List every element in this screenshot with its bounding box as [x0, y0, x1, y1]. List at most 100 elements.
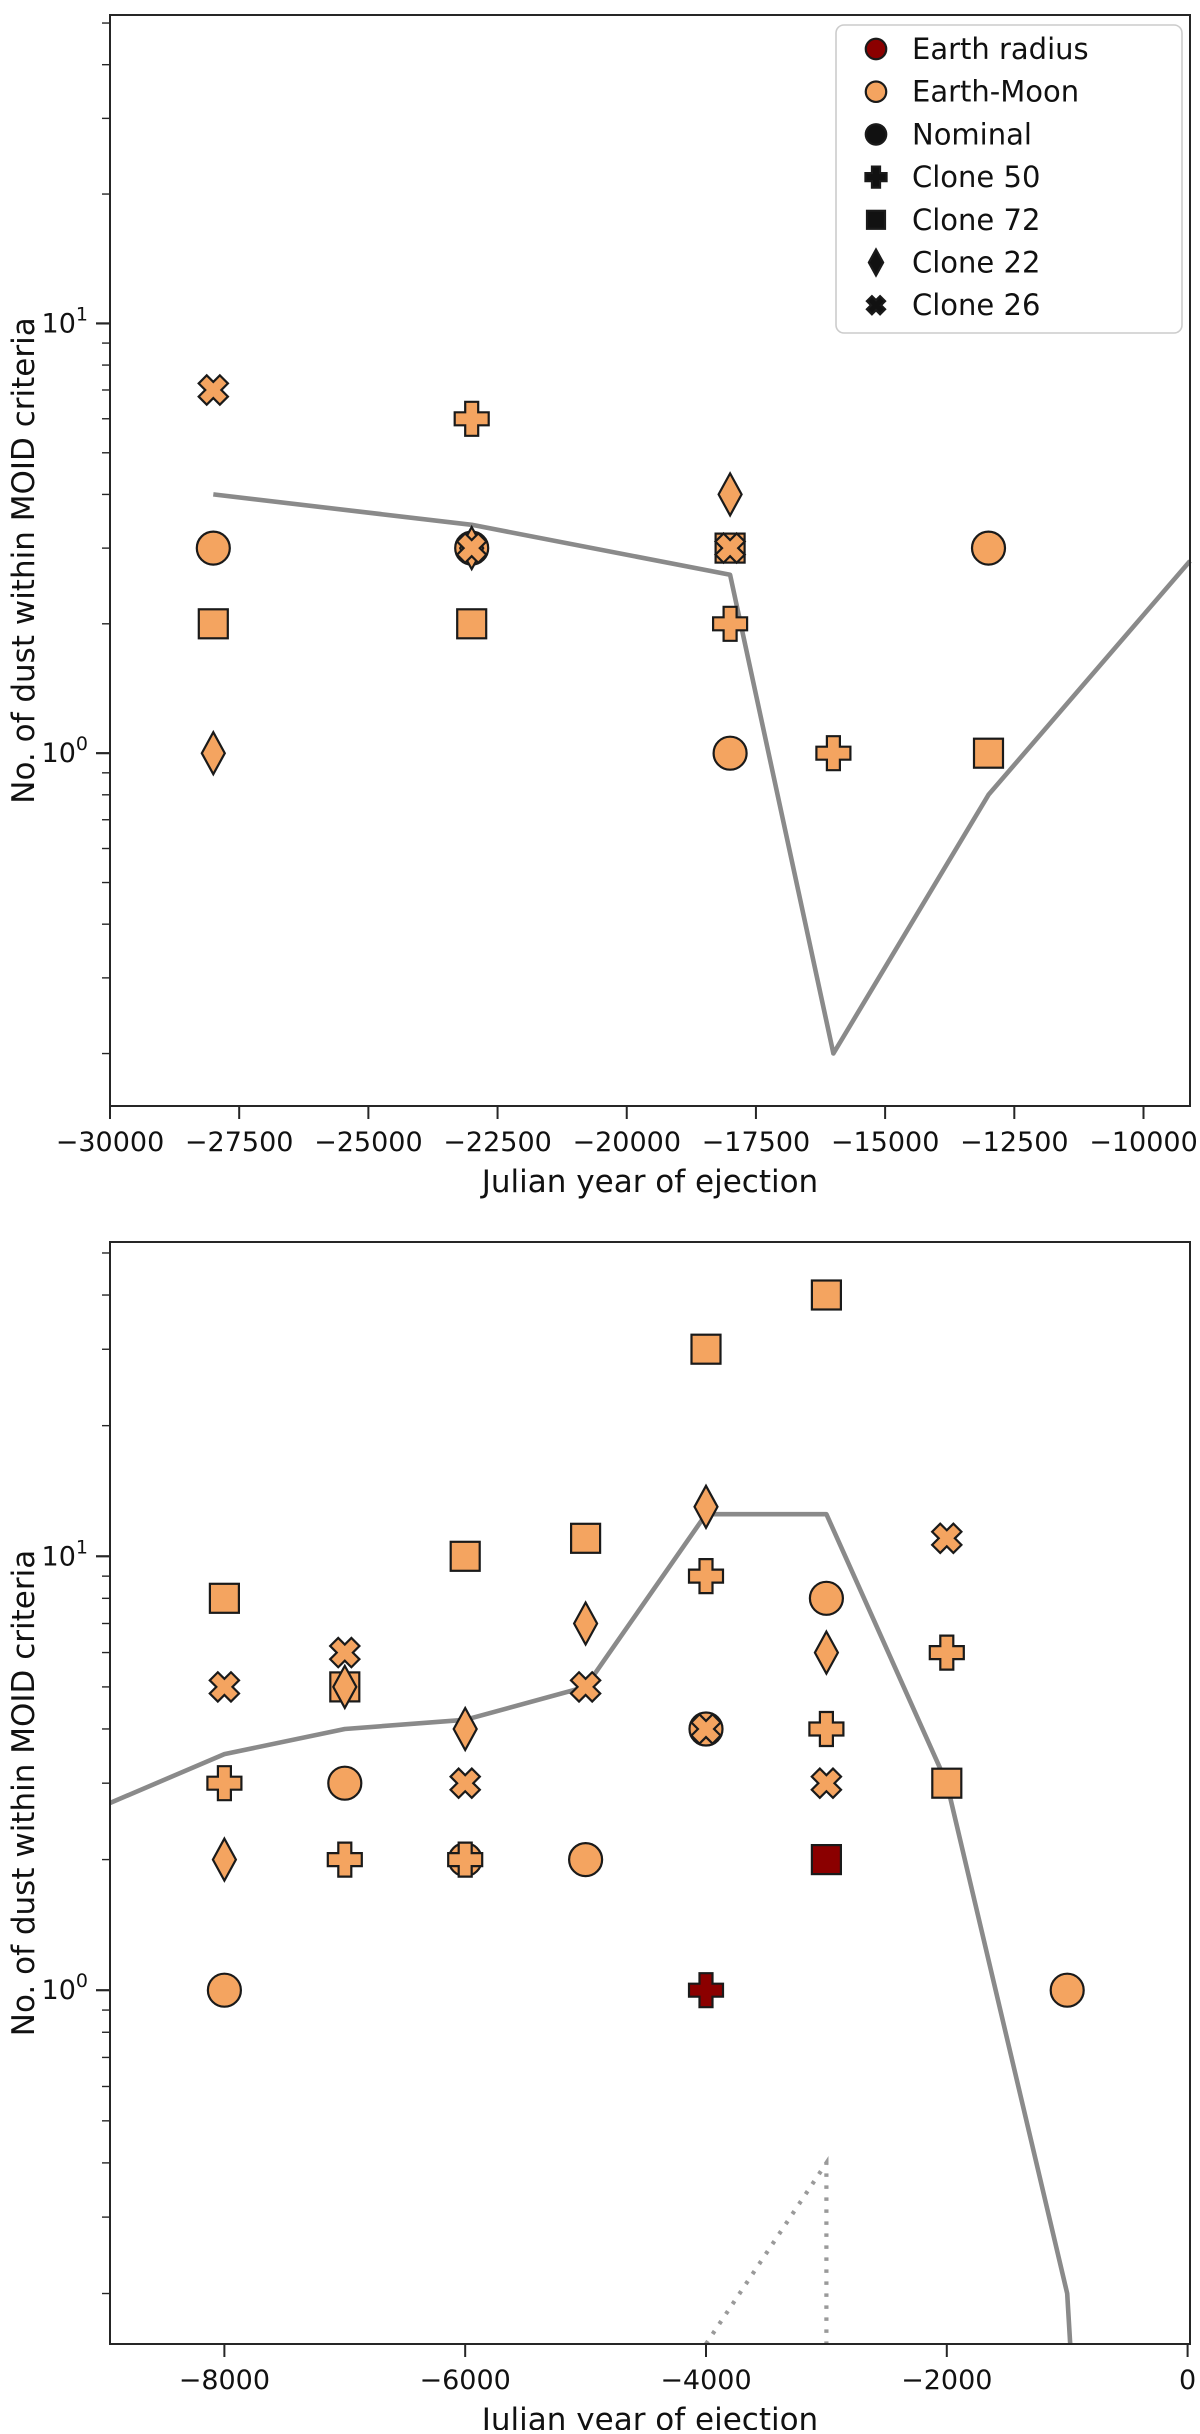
- y-tick-exponent: 1: [76, 303, 88, 325]
- data-point-clone-50: [453, 400, 490, 437]
- diamond-glyph: [211, 1836, 238, 1883]
- legend-item-label: Clone 26: [912, 288, 1040, 322]
- plus-glyph: [928, 1634, 965, 1671]
- data-point-nominal: [206, 1972, 242, 2008]
- plus-glyph: [711, 605, 749, 642]
- plus-glyph: [815, 735, 852, 772]
- earth-moon-mean-line: [109, 1511, 1073, 2345]
- legend-item-label: Clone 72: [912, 203, 1040, 237]
- data-point-clone-72: [208, 1582, 240, 1614]
- scatter-points: [206, 1279, 1085, 2009]
- legend-item: Clone 22: [867, 246, 1040, 280]
- square-glyph: [449, 1540, 481, 1572]
- circle-glyph: [970, 530, 1007, 566]
- plus-glyph: [687, 1972, 725, 2009]
- square-glyph: [810, 1843, 843, 1876]
- data-point-clone-72: [449, 1540, 481, 1572]
- top-chart: −30000 −27500 −25000 −22500 −20000 −17500 −150…: [6, 14, 1198, 1200]
- plus-glyph: [808, 1710, 845, 1748]
- x-axis-label: Julian year of ejection: [480, 1164, 818, 1200]
- y-tick-label: 101: [42, 1536, 88, 1572]
- x-glyph: [328, 1636, 361, 1669]
- y-axis-label: No. of dust within MOID criteria: [6, 1550, 42, 2036]
- legend-item-label: Clone 50: [912, 160, 1040, 194]
- legend-item-label: Clone 22: [912, 246, 1040, 280]
- y-tick-base: 10: [42, 1541, 76, 1572]
- x-glyph: [713, 531, 747, 565]
- data-point-clone-26: [810, 1767, 843, 1800]
- circle-glyph: [567, 1841, 604, 1878]
- legend-item-label: Earth-Moon: [912, 75, 1079, 109]
- x-glyph: [930, 1522, 963, 1555]
- square-glyph: [569, 1522, 602, 1554]
- earth-radius-mean-dotted-line: [704, 2155, 829, 2346]
- legend: Earth radius Earth-Moon Nominal Clone 50 Clo…: [835, 24, 1183, 334]
- x-glyph: [810, 1767, 843, 1800]
- scatter-points: [195, 373, 1007, 777]
- plus-glyph: [687, 1557, 725, 1595]
- diamond-glyph: [693, 1483, 719, 1531]
- y-tick-base: 10: [42, 1975, 76, 2006]
- y-tick-exponent: 0: [76, 1970, 88, 1992]
- data-point-clone-22: [452, 1705, 478, 1753]
- y-axis-label: No. of dust within MOID criteria: [6, 317, 42, 803]
- legend-circle-icon: [864, 80, 888, 104]
- x-glyph: [689, 1712, 723, 1746]
- square-glyph: [690, 1333, 722, 1365]
- legend-circle-icon: [864, 123, 888, 146]
- diamond-glyph: [332, 1663, 358, 1711]
- x-axis: −30000 −27500 −25000 −22500 −20000 −17500 −150…: [56, 1106, 1198, 1200]
- x-tick-label: −22500: [443, 1127, 552, 1158]
- y-tick-label: 100: [42, 1970, 88, 2006]
- diamond-glyph: [813, 1629, 840, 1676]
- data-point-nominal: [970, 530, 1007, 566]
- data-point-clone-72: [690, 1333, 722, 1365]
- circle-glyph: [327, 1765, 363, 1801]
- data-point-clone-50: [808, 1710, 845, 1748]
- square-glyph: [810, 1279, 843, 1311]
- circle-glyph: [864, 80, 888, 104]
- diamond-glyph: [452, 1705, 478, 1753]
- x-axis: −8000 −6000 −4000 −2000 0 Julian year of ejec…: [179, 2344, 1196, 2434]
- data-point-clone-22: [200, 729, 227, 777]
- square-glyph: [931, 1767, 963, 1799]
- x-tick-label: −17500: [702, 1127, 811, 1158]
- data-point-nominal: [808, 1580, 845, 1616]
- data-point-clone-26: [689, 1712, 723, 1746]
- x-tick-label: −30000: [56, 1127, 165, 1158]
- diamond-glyph: [572, 1600, 599, 1647]
- data-point-clone-72: [197, 608, 229, 640]
- y-tick-exponent: 1: [76, 1536, 88, 1558]
- diamond-glyph: [867, 247, 885, 278]
- circle-glyph: [195, 530, 231, 566]
- x-glyph: [569, 1670, 602, 1704]
- x-glyph: [197, 373, 230, 407]
- legend-square-icon: [865, 209, 887, 230]
- legend-item: Earth-Moon: [864, 75, 1079, 109]
- legend-item: Clone 50: [864, 160, 1040, 194]
- x-tick-label: −6000: [420, 2365, 511, 2396]
- legend-circle-icon: [864, 37, 888, 61]
- x-tick-label: −10000: [1089, 1127, 1198, 1158]
- axes-spines: [109, 14, 1191, 1107]
- y-tick-exponent: 0: [76, 733, 88, 755]
- square-glyph: [456, 608, 488, 640]
- x-tick-label: −2000: [901, 2365, 992, 2396]
- data-point-clone-72: [972, 737, 1005, 769]
- data-point-clone-50: [815, 735, 852, 772]
- y-tick-base: 10: [42, 738, 76, 769]
- legend-item-label: Nominal: [912, 117, 1032, 151]
- legend-x-icon: [865, 294, 887, 316]
- x-tick-label: −4000: [660, 2365, 751, 2396]
- data-point-clone-26: [569, 1670, 602, 1704]
- legend-item: Earth radius: [864, 32, 1089, 66]
- data-point-nominal: [327, 1765, 363, 1801]
- data-point-clone-26: [197, 373, 230, 407]
- square-glyph: [972, 737, 1005, 769]
- data-point-clone-22: [332, 1663, 358, 1711]
- circle-glyph: [712, 735, 748, 771]
- x-tick-label: 0: [1179, 2365, 1196, 2396]
